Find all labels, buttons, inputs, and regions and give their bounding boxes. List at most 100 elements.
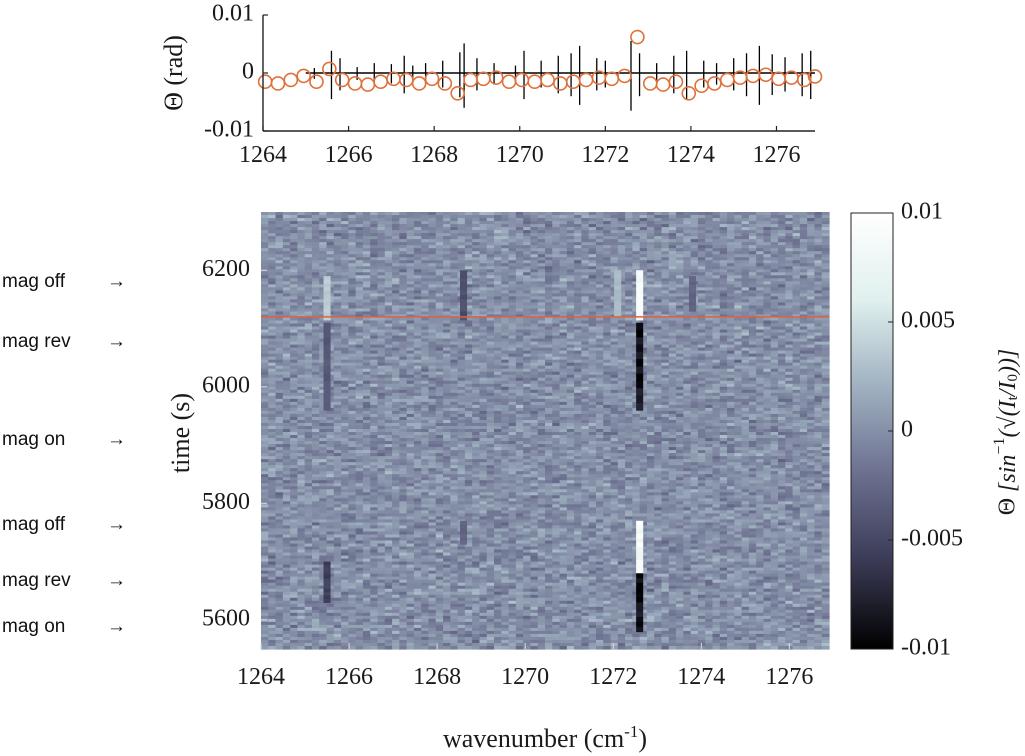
heatmap-cell <box>319 564 328 569</box>
heatmap-cell <box>421 326 430 331</box>
heatmap-cell <box>282 579 291 584</box>
heatmap-cell <box>399 233 408 237</box>
heatmap-cell <box>413 419 422 424</box>
heatmap-cell <box>377 489 386 493</box>
heatmap-cell <box>268 516 277 520</box>
heatmap-cell <box>311 612 320 617</box>
heatmap-cell <box>399 416 408 421</box>
heatmap-cell <box>413 425 422 430</box>
heatmap-cell <box>406 480 415 484</box>
heatmap-cell <box>384 528 393 533</box>
heatmap-cell <box>319 516 328 520</box>
heatmap-cell <box>333 308 342 313</box>
heatmap-cell <box>311 582 320 587</box>
top-data-point <box>514 72 530 88</box>
heatmap-cell <box>282 456 291 460</box>
heatmap-cell <box>370 585 379 590</box>
heatmap-cell <box>348 504 357 508</box>
heatmap-cell <box>304 573 313 578</box>
heatmap-cell <box>348 603 357 608</box>
heatmap-cell <box>297 573 306 578</box>
heatmap-cell <box>399 600 408 605</box>
heatmap-cell <box>341 558 349 563</box>
heatmap-cell <box>355 582 364 587</box>
heatmap-cell <box>362 513 371 517</box>
heatmap-cell <box>362 293 371 297</box>
heatmap-cell <box>268 462 277 466</box>
heatmap-cell <box>304 248 313 252</box>
heatmap-cell <box>311 477 320 481</box>
heatmap-cell <box>341 242 349 246</box>
heatmap-cell <box>421 287 430 291</box>
heatmap-cell <box>370 368 379 373</box>
heatmap-cell <box>421 263 430 267</box>
heatmap-cell <box>435 483 444 487</box>
heatmap-cell <box>341 266 349 270</box>
heatmap-cell <box>275 317 284 322</box>
heatmap-cell <box>282 371 291 376</box>
heatmap-cell <box>384 419 393 424</box>
heatmap-cell <box>355 398 364 403</box>
heatmap-cell <box>421 257 430 261</box>
heatmap-cell <box>290 230 299 234</box>
heatmap-cell <box>406 462 415 466</box>
heatmap-cell <box>282 263 291 267</box>
heatmap-cell <box>268 600 277 605</box>
heatmap-cell <box>319 507 328 511</box>
heatmap-cell <box>384 245 393 249</box>
heatmap-cell <box>319 612 328 617</box>
heatmap-cell <box>399 356 408 361</box>
heatmap-cell <box>384 242 393 246</box>
heatmap-cell <box>319 600 328 605</box>
heatmap-cell <box>355 227 364 231</box>
heatmap-cell <box>384 293 393 297</box>
heatmap-cell <box>428 468 437 472</box>
heatmap-cell <box>297 359 306 364</box>
heatmap-cell <box>384 350 393 355</box>
heatmap-cell <box>290 612 299 617</box>
heatmap-cell <box>384 374 393 379</box>
heatmap-cell <box>261 456 269 460</box>
heatmap-cell <box>319 416 328 421</box>
heatmap-cell <box>377 621 386 626</box>
heatmap-cell <box>261 335 269 340</box>
heatmap-cell <box>304 416 313 421</box>
heatmap-cell <box>370 510 379 514</box>
heatmap-cell <box>348 435 357 439</box>
heatmap-cell <box>282 507 291 511</box>
heatmap-cell <box>290 302 299 307</box>
heatmap-cell <box>377 528 386 533</box>
heatmap-cell <box>421 215 430 219</box>
heatmap-cell <box>341 570 349 575</box>
heatmap-cell <box>268 633 277 638</box>
heatmap-cell <box>348 338 357 343</box>
heatmap-cell <box>311 468 320 472</box>
heatmap-cell <box>319 549 328 554</box>
heatmap-cell <box>413 251 422 255</box>
heatmap-cell <box>319 284 328 288</box>
heatmap-cell <box>290 444 299 448</box>
heatmap-cell <box>268 498 277 502</box>
heatmap-cell <box>384 254 393 258</box>
heatmap-cell <box>268 582 277 587</box>
heatmap-cell <box>377 564 386 569</box>
heatmap-cell <box>384 540 393 545</box>
heatmap-cell <box>413 456 422 460</box>
heatmap-cell <box>435 287 444 291</box>
heatmap-cell <box>348 618 357 623</box>
heatmap-cell <box>275 456 284 460</box>
heatmap-cell <box>275 302 284 307</box>
top-y-tick-label: 0.01 <box>212 1 254 27</box>
heatmap-cell <box>275 374 284 379</box>
heatmap-cell <box>311 404 320 409</box>
heatmap-cell <box>297 516 306 520</box>
heatmap-cell <box>421 492 430 496</box>
heatmap-cell <box>311 377 320 382</box>
heatmap-cell <box>377 447 386 451</box>
heatmap-cell <box>290 495 299 499</box>
heatmap-cell <box>413 552 422 557</box>
heatmap-cell <box>282 221 291 225</box>
heatmap-cell <box>268 215 277 219</box>
heatmap-cell <box>370 416 379 421</box>
heatmap-cell <box>421 639 430 644</box>
